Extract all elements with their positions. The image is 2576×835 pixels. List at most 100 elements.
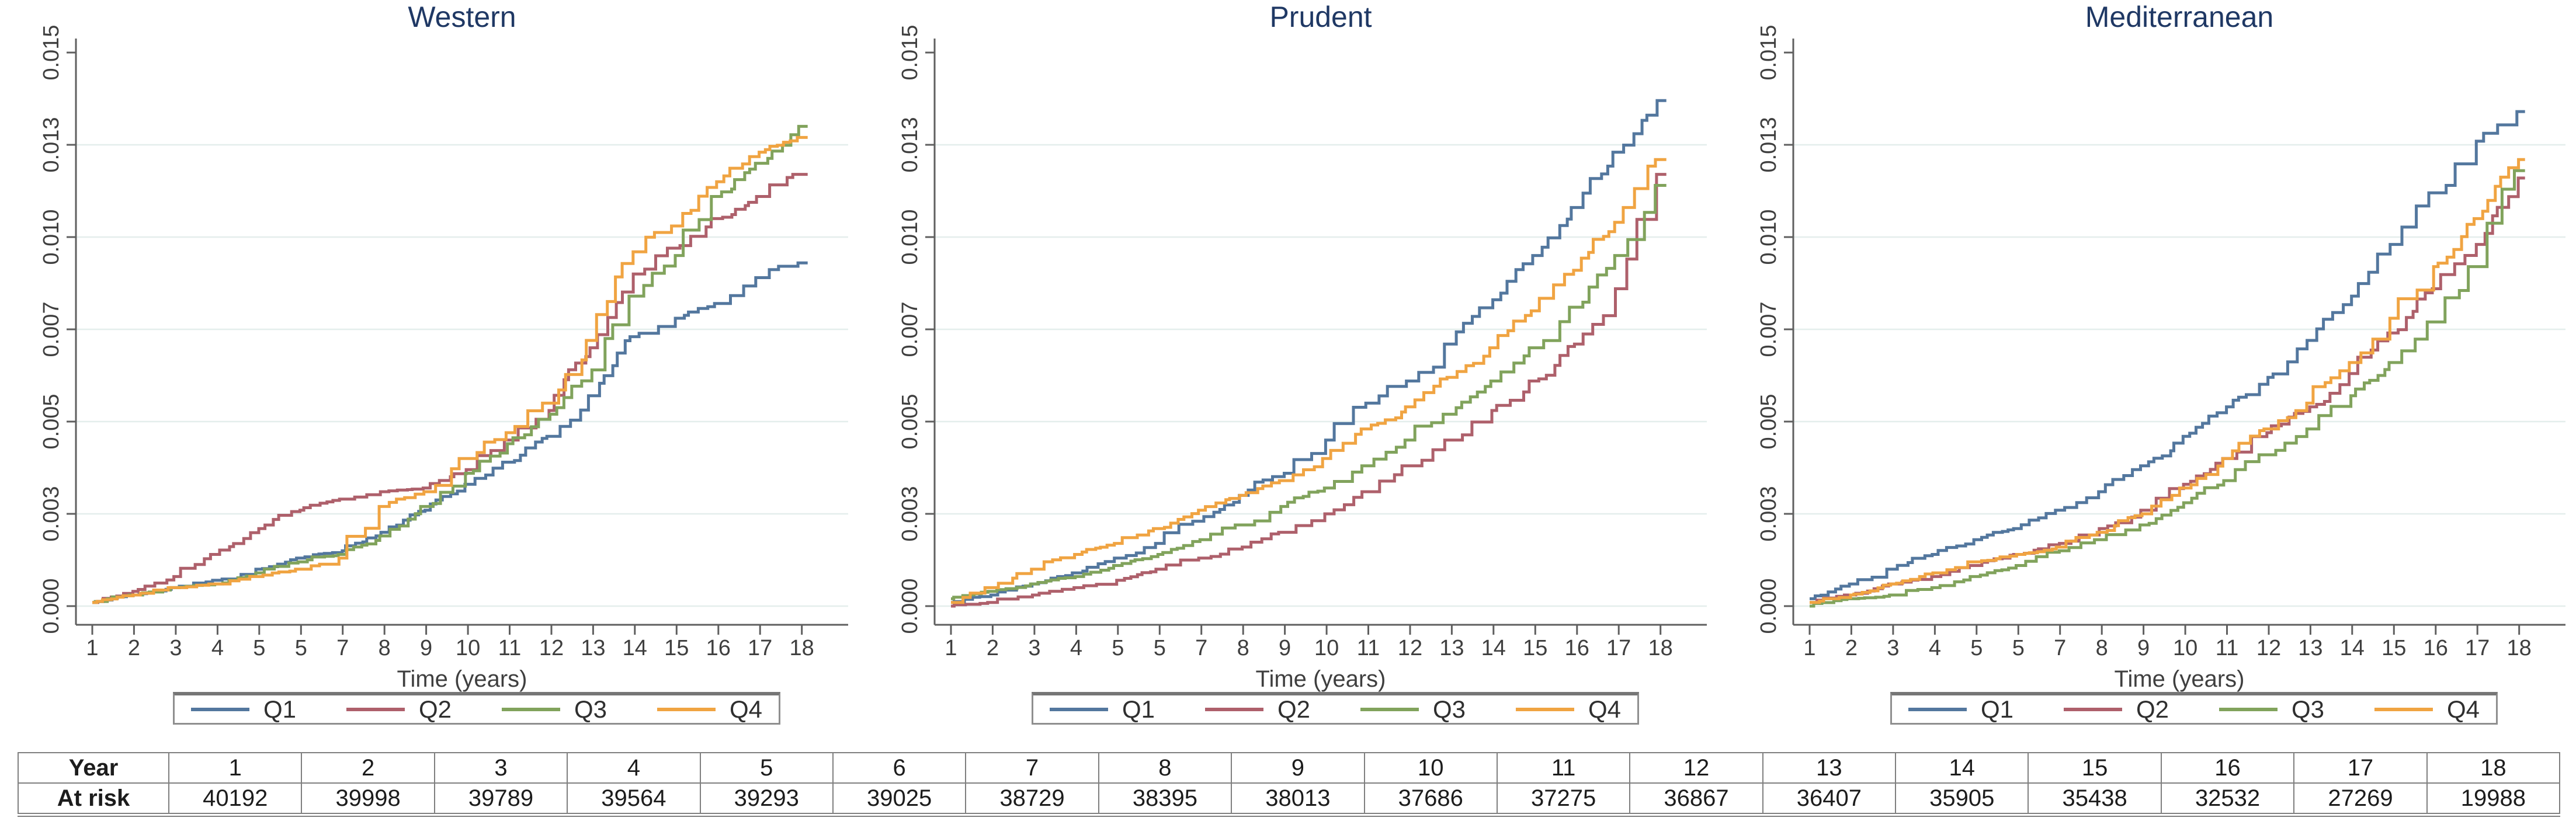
legend-entry-q2: Q2 xyxy=(2063,695,2169,723)
legend-line-swatch-q4 xyxy=(2374,707,2433,711)
table-cell-years: 12 xyxy=(1629,752,1763,784)
x-axis-title: Time (years) xyxy=(2115,666,2245,692)
x-tick-label: 7 xyxy=(2054,636,2066,660)
table-cell-years: 17 xyxy=(2293,752,2428,784)
series-line-q2 xyxy=(1810,176,2525,604)
legend-label: Q1 xyxy=(1981,695,2014,723)
table-cell-years: 11 xyxy=(1496,752,1631,784)
x-tick-label: 9 xyxy=(1279,636,1291,660)
x-tick-label: 10 xyxy=(456,636,480,660)
table-cell-years: 3 xyxy=(433,752,568,784)
legend-label: Q3 xyxy=(2291,695,2324,723)
x-tick-label: 14 xyxy=(2340,636,2365,660)
x-tick-label: 16 xyxy=(1565,636,1589,660)
y-tick-label: 0.000 xyxy=(898,578,922,634)
table-cell-at_risk: 40192 xyxy=(168,782,303,817)
x-tick-label: 5 xyxy=(253,636,265,660)
legend-label: Q4 xyxy=(1588,695,1621,723)
legend-entry-q1: Q1 xyxy=(1050,695,1155,723)
legend-line-swatch-q2 xyxy=(346,707,405,711)
x-tick-label: 8 xyxy=(379,636,391,660)
x-tick-label: 3 xyxy=(169,636,182,660)
legend-line-swatch-q1 xyxy=(1908,707,1967,711)
x-tick-label: 18 xyxy=(790,636,814,660)
legend-entry-q2: Q2 xyxy=(346,695,452,723)
gridlines xyxy=(1793,144,2565,607)
series-line-q1 xyxy=(951,99,1667,604)
table-cell-at_risk: 36867 xyxy=(1629,782,1763,817)
x-tick-label: 17 xyxy=(1606,636,1631,660)
x-tick-label: 7 xyxy=(336,636,349,660)
legend-line-swatch-q3 xyxy=(501,707,560,711)
legend-line-swatch-q4 xyxy=(657,707,716,711)
legend-label: Q2 xyxy=(1277,695,1311,723)
legend-entry-q3: Q3 xyxy=(501,695,607,723)
legend-entry-q4: Q4 xyxy=(657,695,762,723)
x-tick-label: 8 xyxy=(2096,636,2108,660)
x-tick-label: 13 xyxy=(581,636,605,660)
x-tick-label: 8 xyxy=(1237,636,1249,660)
x-tick-label: 5 xyxy=(1112,636,1124,660)
legend-prudent: Q1 Q2 Q3 Q4 xyxy=(1032,692,1639,725)
x-tick-label: 2 xyxy=(987,636,999,660)
legend-label: Q3 xyxy=(574,695,607,723)
chart-panel-western: 0.000 0.003 0.005 0.007 0.010 0.013 0.015 1 2 3 4 5… xyxy=(0,0,859,736)
x-tick-label: 5 xyxy=(1970,636,1983,660)
table-cell-years: 2 xyxy=(301,752,435,784)
series-line-q3 xyxy=(92,124,808,604)
table-cell-at_risk: 39789 xyxy=(433,782,568,817)
x-tick-label: 11 xyxy=(498,636,521,660)
legend-entry-q1: Q1 xyxy=(191,695,296,723)
legend-entry-q1: Q1 xyxy=(1908,695,2013,723)
x-tick-label: 15 xyxy=(2381,636,2406,660)
series-lines xyxy=(1810,110,2525,608)
legend-entry-q4: Q4 xyxy=(2374,695,2480,723)
row-header-at-risk: At risk xyxy=(18,782,169,817)
table-cell-years: 9 xyxy=(1231,752,1365,784)
table-cell-years: 13 xyxy=(1762,752,1897,784)
legend-label: Q1 xyxy=(1122,695,1155,723)
chart-panel-prudent: 0.000 0.003 0.005 0.007 0.010 0.013 0.015 1 2 3 4 5… xyxy=(859,0,1717,736)
table-cell-years: 7 xyxy=(965,752,1099,784)
table-cell-years: 18 xyxy=(2426,752,2561,784)
y-tick-label: 0.005 xyxy=(1756,394,1781,449)
series-line-q1 xyxy=(92,261,808,604)
series-line-q3 xyxy=(1810,169,2525,608)
legend-label: Q3 xyxy=(1432,695,1466,723)
x-tick-label: 5 xyxy=(295,636,307,660)
x-tick-label: 18 xyxy=(2507,636,2532,660)
y-tick-label: 0.005 xyxy=(39,394,64,449)
y-tick-label: 0.003 xyxy=(898,486,922,541)
y-tick-label: 0.007 xyxy=(39,301,64,357)
x-axis-title: Time (years) xyxy=(1256,666,1386,692)
legend-entry-q3: Q3 xyxy=(2219,695,2324,723)
y-tick-label: 0.010 xyxy=(39,209,64,265)
table-cell-at_risk: 38013 xyxy=(1231,782,1365,817)
table-cell-at_risk: 38395 xyxy=(1098,782,1233,817)
table-row: Year 1 2 3 4 5 6 7 8 9 10 11 12 13 14 15 16 17 18 xyxy=(18,752,2561,784)
y-tick-label: 0.005 xyxy=(898,394,922,449)
x-tick-label: 17 xyxy=(2465,636,2490,660)
x-tick-label: 11 xyxy=(2216,636,2238,660)
table-cell-at_risk: 39564 xyxy=(567,782,701,817)
x-tick-label: 4 xyxy=(211,636,224,660)
x-tick-label: 14 xyxy=(623,636,647,660)
x-tick-label: 10 xyxy=(2173,636,2197,660)
legend-entry-q4: Q4 xyxy=(1515,695,1621,723)
series-line-q3 xyxy=(951,184,1667,600)
y-tick-label: 0.013 xyxy=(898,117,922,172)
table-cell-years: 8 xyxy=(1098,752,1233,784)
series-lines xyxy=(92,124,808,604)
at-risk-table: Year 1 2 3 4 5 6 7 8 9 10 11 12 13 14 15 16 17 18 At risk 40… xyxy=(18,752,2561,817)
table-cell-at_risk: 37686 xyxy=(1363,782,1498,817)
table-cell-at_risk: 35905 xyxy=(1895,782,2029,817)
x-tick-label: 15 xyxy=(664,636,689,660)
series-line-q4 xyxy=(951,158,1667,604)
y-tick-label: 0.003 xyxy=(1756,486,1781,541)
legend-entry-q2: Q2 xyxy=(1204,695,1311,723)
table-cell-at_risk: 38729 xyxy=(965,782,1099,817)
x-tick-label: 12 xyxy=(1398,636,1422,660)
